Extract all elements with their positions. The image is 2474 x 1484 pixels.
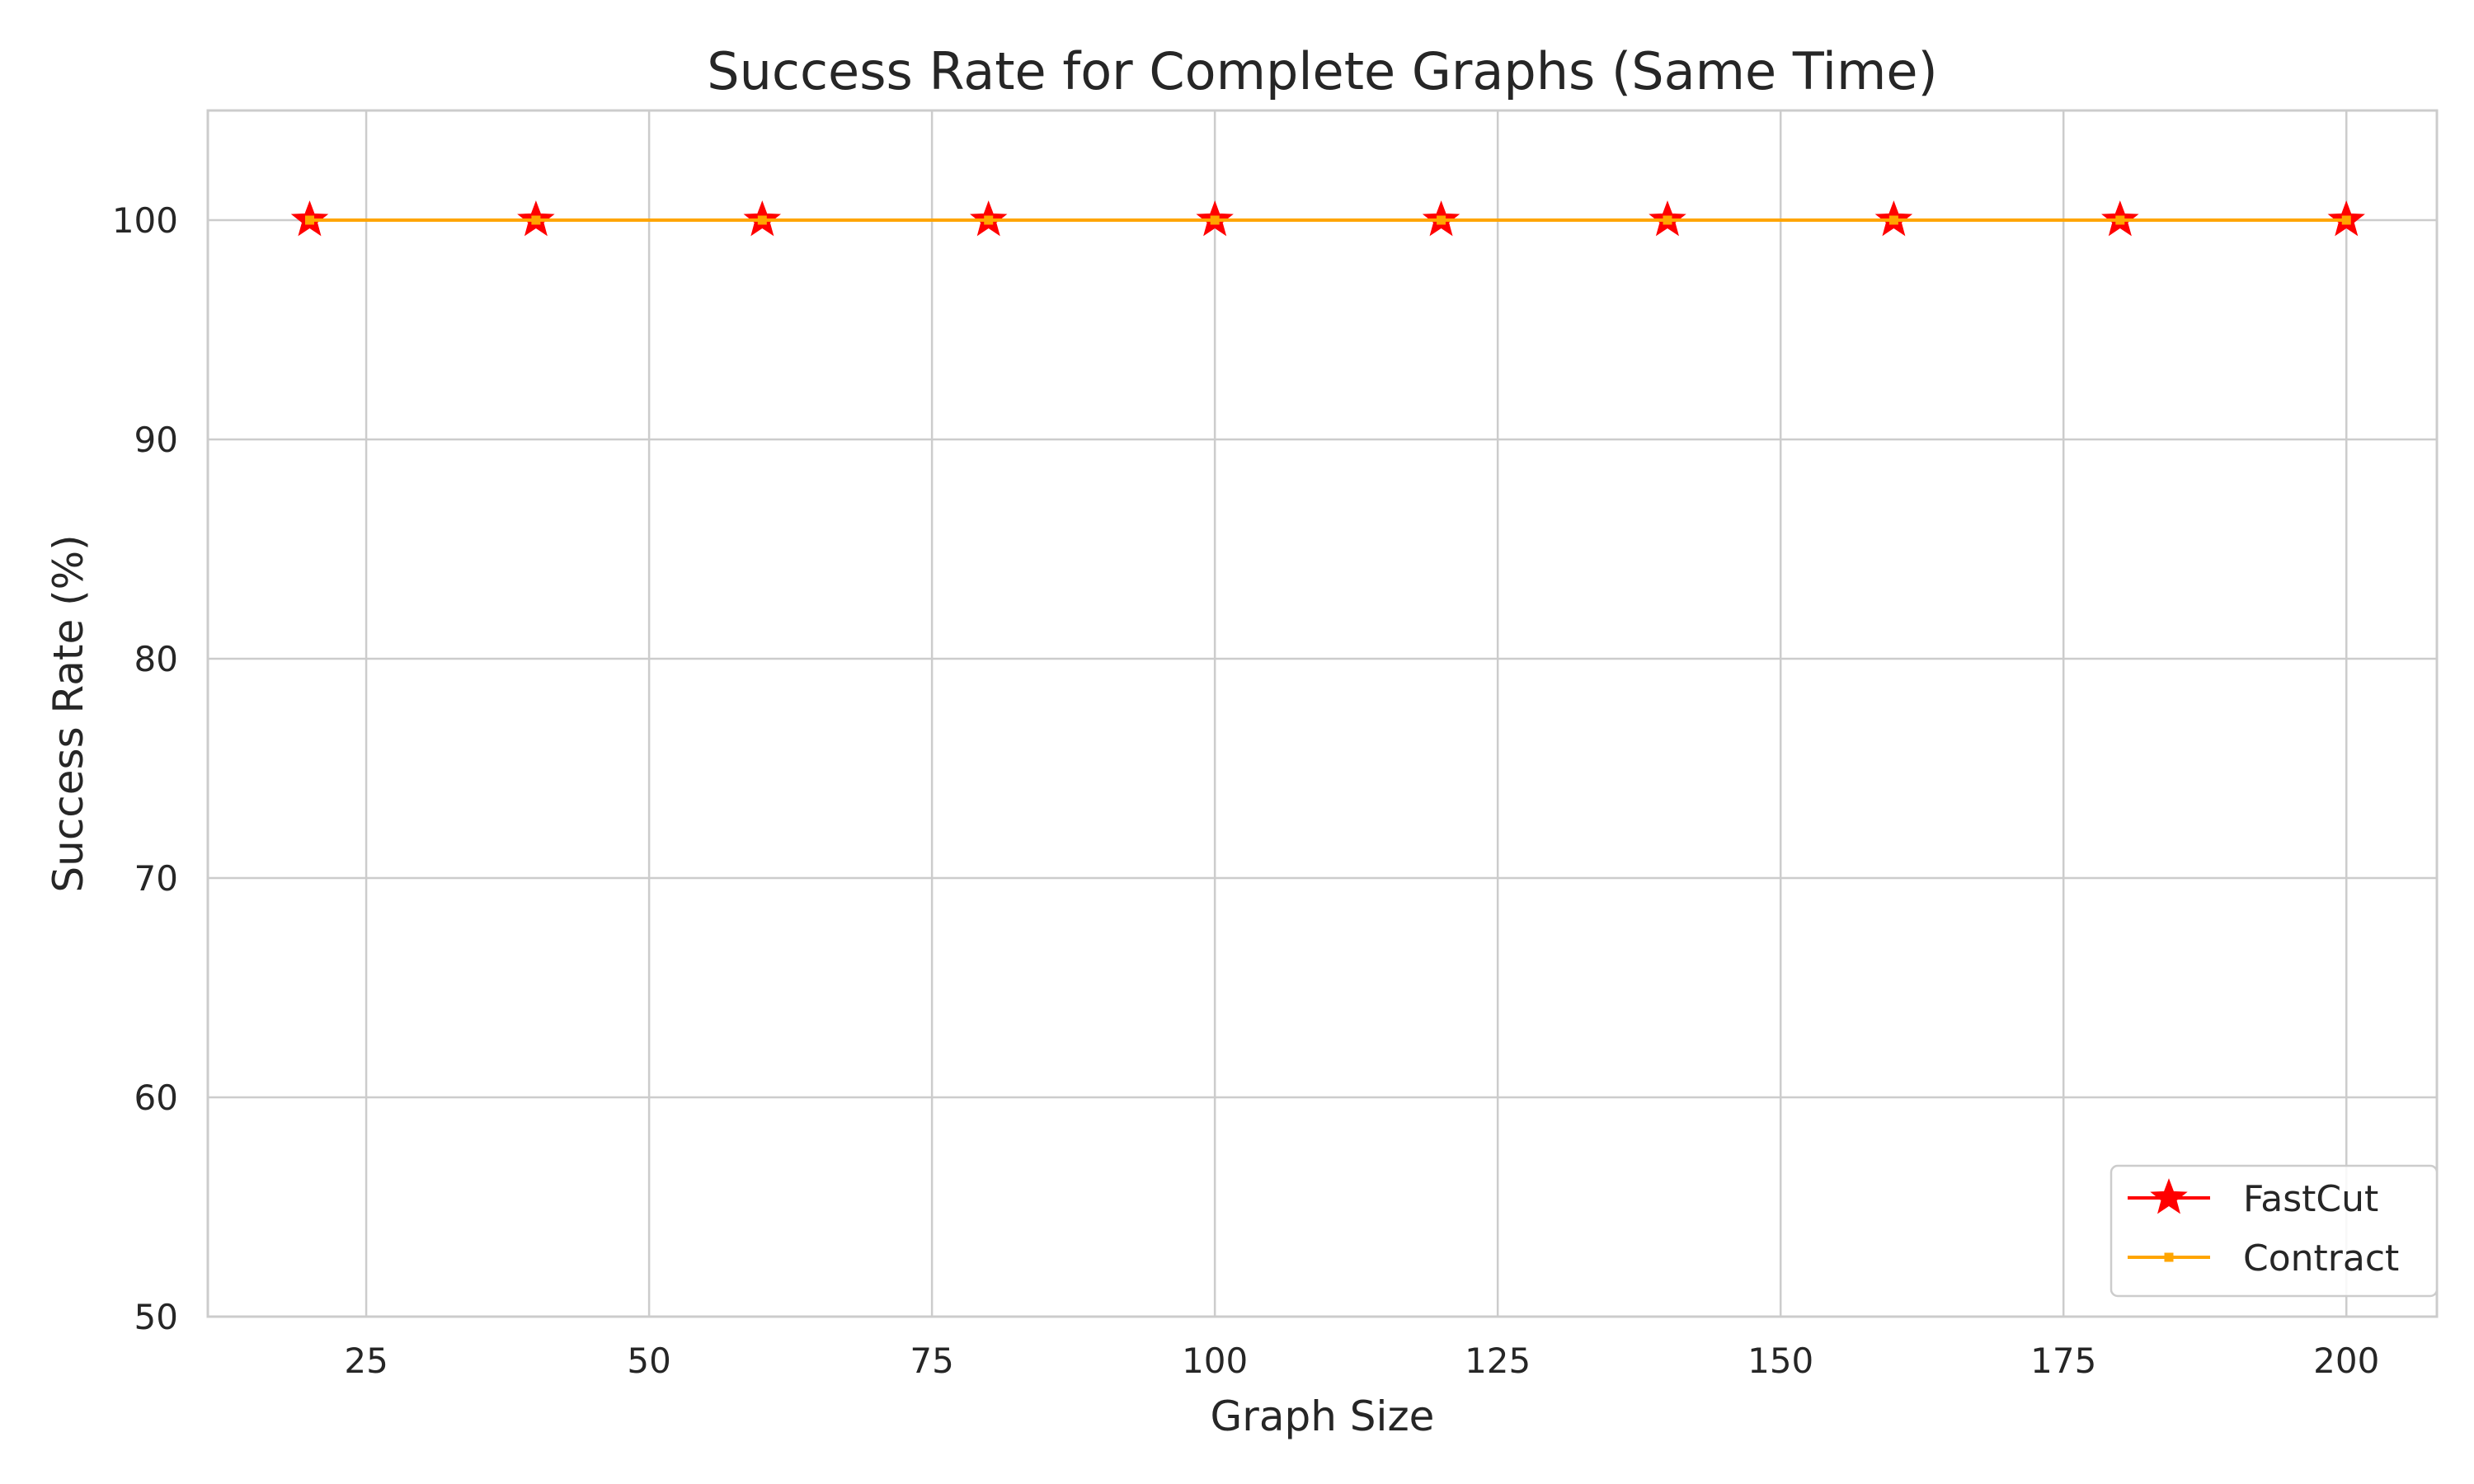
contract-point (2341, 215, 2351, 225)
x-tick-label: 150 (1747, 1341, 1813, 1381)
contract-point (1888, 215, 1898, 225)
x-tick-label: 175 (2030, 1341, 2096, 1381)
legend-entry: FastCut (2128, 1178, 2378, 1220)
plot-frame (206, 109, 2439, 1318)
legend-label: FastCut (2243, 1178, 2378, 1220)
y-axis-label: Success Rate (%) (45, 534, 92, 892)
series-contract (304, 215, 2351, 225)
x-axis-label: Graph Size (1211, 1392, 1435, 1440)
y-axis-ticks: 50 60 70 80 90 100 (112, 200, 178, 1337)
contract-point (531, 215, 541, 225)
x-tick-label: 50 (627, 1341, 670, 1381)
y-tick-label: 70 (134, 858, 178, 899)
x-tick-label: 25 (344, 1341, 388, 1381)
contract-point (2115, 215, 2125, 225)
legend-label: Contract (2243, 1237, 2399, 1280)
contract-point (984, 215, 994, 225)
contract-point (1663, 215, 1672, 225)
y-tick-label: 80 (134, 639, 178, 679)
x-tick-label: 75 (910, 1341, 953, 1381)
y-tick-label: 60 (134, 1078, 178, 1118)
contract-point (757, 215, 767, 225)
contract-point (304, 215, 314, 225)
x-axis-ticks: 25 50 75 100 125 150 175 200 (344, 1341, 2379, 1381)
grid (208, 110, 2437, 1318)
x-tick-label: 200 (2313, 1341, 2379, 1381)
legend-entry: Contract (2128, 1237, 2399, 1280)
y-tick-label: 90 (134, 420, 178, 460)
legend-marker (2150, 1178, 2188, 1214)
y-tick-label: 100 (112, 200, 178, 241)
y-tick-label: 50 (134, 1297, 178, 1337)
legend-marker (2164, 1252, 2174, 1262)
contract-point (1210, 215, 1220, 225)
x-tick-label: 125 (1465, 1341, 1531, 1381)
chart-title: Success Rate for Complete Graphs (Same T… (707, 41, 1938, 101)
legend: FastCut Contract (2109, 1164, 2439, 1298)
series-layer (290, 200, 2365, 237)
contract-point (1437, 215, 1446, 225)
x-tick-label: 100 (1182, 1341, 1248, 1381)
